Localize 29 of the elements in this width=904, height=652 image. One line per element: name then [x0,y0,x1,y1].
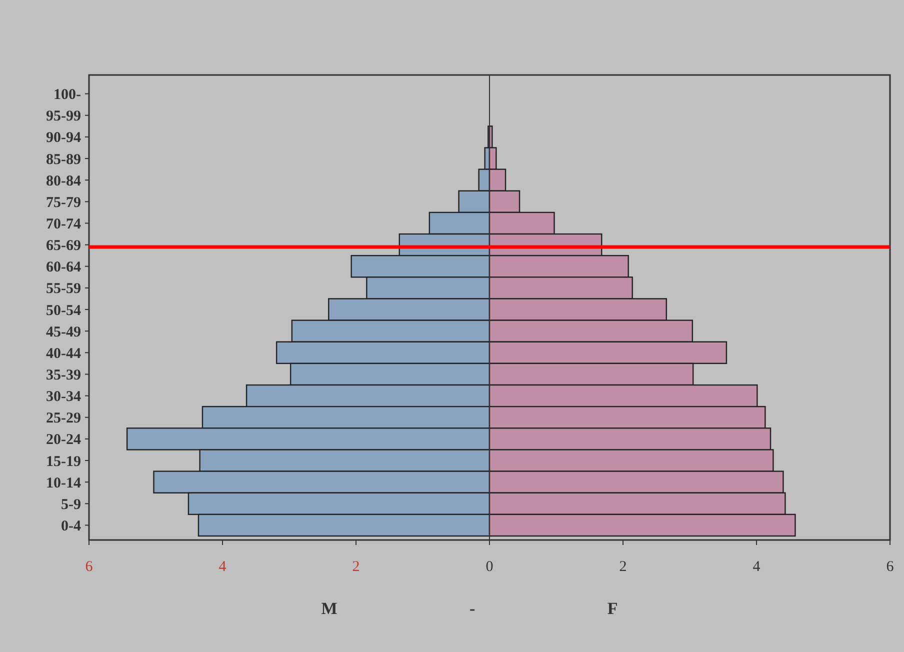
y-tick-label: 75-79 [46,194,81,211]
y-tick-label: 35-39 [46,367,81,384]
y-tick-label: 70-74 [46,216,82,232]
y-tick-label: 60-64 [46,260,82,276]
x-tick-label: 4 [752,559,761,575]
y-tick-label: 85-89 [46,152,81,168]
y-tick-label: 0-4 [61,518,82,534]
y-tick-label: 90-94 [46,130,82,146]
y-tick-label: 65-69 [46,238,81,254]
x-tick-label: 2 [619,559,627,575]
y-tick-label: 80-84 [46,173,82,190]
x-tick-label: 6 [886,559,894,575]
x-tick-label: 4 [218,559,227,575]
x-axis-title: M - F [321,599,618,618]
y-tick-label: 30-34 [46,389,82,406]
x-tick-label: 0 [486,559,494,575]
y-tick-label: 50-54 [46,302,82,319]
y-tick-label: 55-59 [46,281,81,298]
y-tick-label: 40-44 [46,346,82,362]
y-tick-label: 10-14 [46,475,82,492]
x-tick-label: 6 [85,559,94,575]
y-tick-label: 95-99 [46,108,81,125]
y-tick-label: 15-19 [46,454,81,470]
y-tick-label: 100- [54,87,81,104]
y-tick-label: 20-24 [46,432,82,448]
y-tick-label: 45-49 [46,324,81,340]
x-tick-label: 2 [352,559,360,575]
y-tick-label: 5-9 [61,496,81,513]
y-tick-label: 25-29 [46,410,81,427]
